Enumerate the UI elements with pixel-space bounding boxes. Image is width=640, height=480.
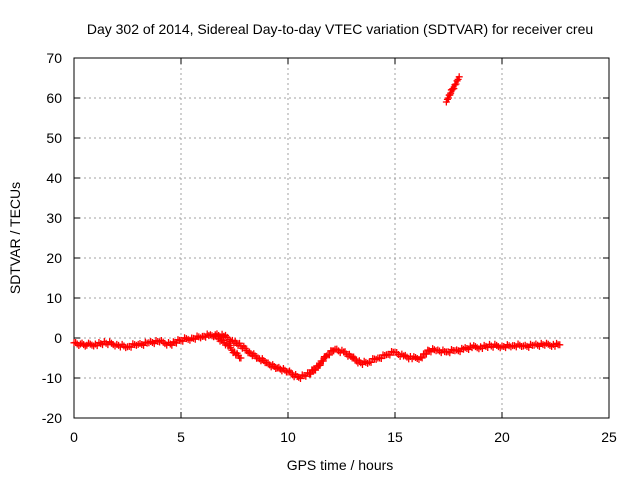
y-tick-label: 70 bbox=[46, 50, 62, 66]
data-point bbox=[446, 91, 454, 99]
y-axis-label: SDTVAR / TECUs bbox=[7, 182, 23, 294]
data-point bbox=[367, 358, 375, 366]
data-point bbox=[447, 89, 455, 97]
y-tick-label: 30 bbox=[46, 210, 62, 226]
data-point bbox=[418, 354, 426, 362]
y-tick-label: 20 bbox=[46, 250, 62, 266]
y-tick-label: 50 bbox=[46, 130, 62, 146]
x-tick-label: 5 bbox=[177, 429, 185, 445]
data-point bbox=[169, 338, 177, 346]
x-tick-label: 20 bbox=[494, 429, 510, 445]
data-point bbox=[307, 370, 315, 378]
data-point bbox=[443, 95, 451, 103]
data-point bbox=[245, 348, 253, 356]
data-point bbox=[556, 341, 564, 349]
data-points bbox=[70, 73, 564, 382]
data-point bbox=[553, 339, 561, 347]
x-tick-label: 10 bbox=[280, 429, 296, 445]
x-tick-label: 0 bbox=[70, 429, 78, 445]
x-tick-label: 15 bbox=[387, 429, 403, 445]
data-point bbox=[451, 81, 459, 89]
data-point bbox=[312, 366, 320, 374]
data-point bbox=[453, 77, 461, 85]
tick-labels: 0 5 10 15 20 25 -20 -10 0 10 20 30 40 50 60 70 bbox=[42, 50, 617, 445]
data-point bbox=[296, 374, 304, 382]
x-axis-label: GPS time / hours bbox=[287, 457, 394, 473]
y-tick-label: -10 bbox=[42, 370, 62, 386]
plot-frame bbox=[73, 57, 610, 419]
data-point bbox=[78, 339, 86, 347]
x-tick-label: 25 bbox=[601, 429, 617, 445]
data-point bbox=[202, 333, 210, 341]
grid bbox=[74, 58, 609, 418]
data-point bbox=[452, 80, 460, 88]
data-point bbox=[284, 368, 292, 376]
y-tick-label: 60 bbox=[46, 90, 62, 106]
data-point bbox=[325, 351, 333, 359]
data-point bbox=[455, 73, 463, 81]
y-tick-label: 10 bbox=[46, 290, 62, 306]
axis-ticks bbox=[73, 57, 610, 419]
y-tick-label: 40 bbox=[46, 170, 62, 186]
chart-title: Day 302 of 2014, Sidereal Day-to-day VTE… bbox=[87, 21, 593, 37]
data-point bbox=[237, 354, 245, 362]
data-point bbox=[377, 355, 385, 363]
data-point bbox=[319, 357, 327, 365]
data-point bbox=[302, 372, 310, 380]
y-tick-label: 0 bbox=[54, 330, 62, 346]
data-point bbox=[316, 361, 324, 369]
data-point bbox=[450, 85, 458, 93]
data-point bbox=[174, 336, 182, 344]
y-tick-label: -20 bbox=[42, 410, 62, 426]
data-point bbox=[203, 330, 211, 338]
data-point bbox=[72, 339, 80, 346]
